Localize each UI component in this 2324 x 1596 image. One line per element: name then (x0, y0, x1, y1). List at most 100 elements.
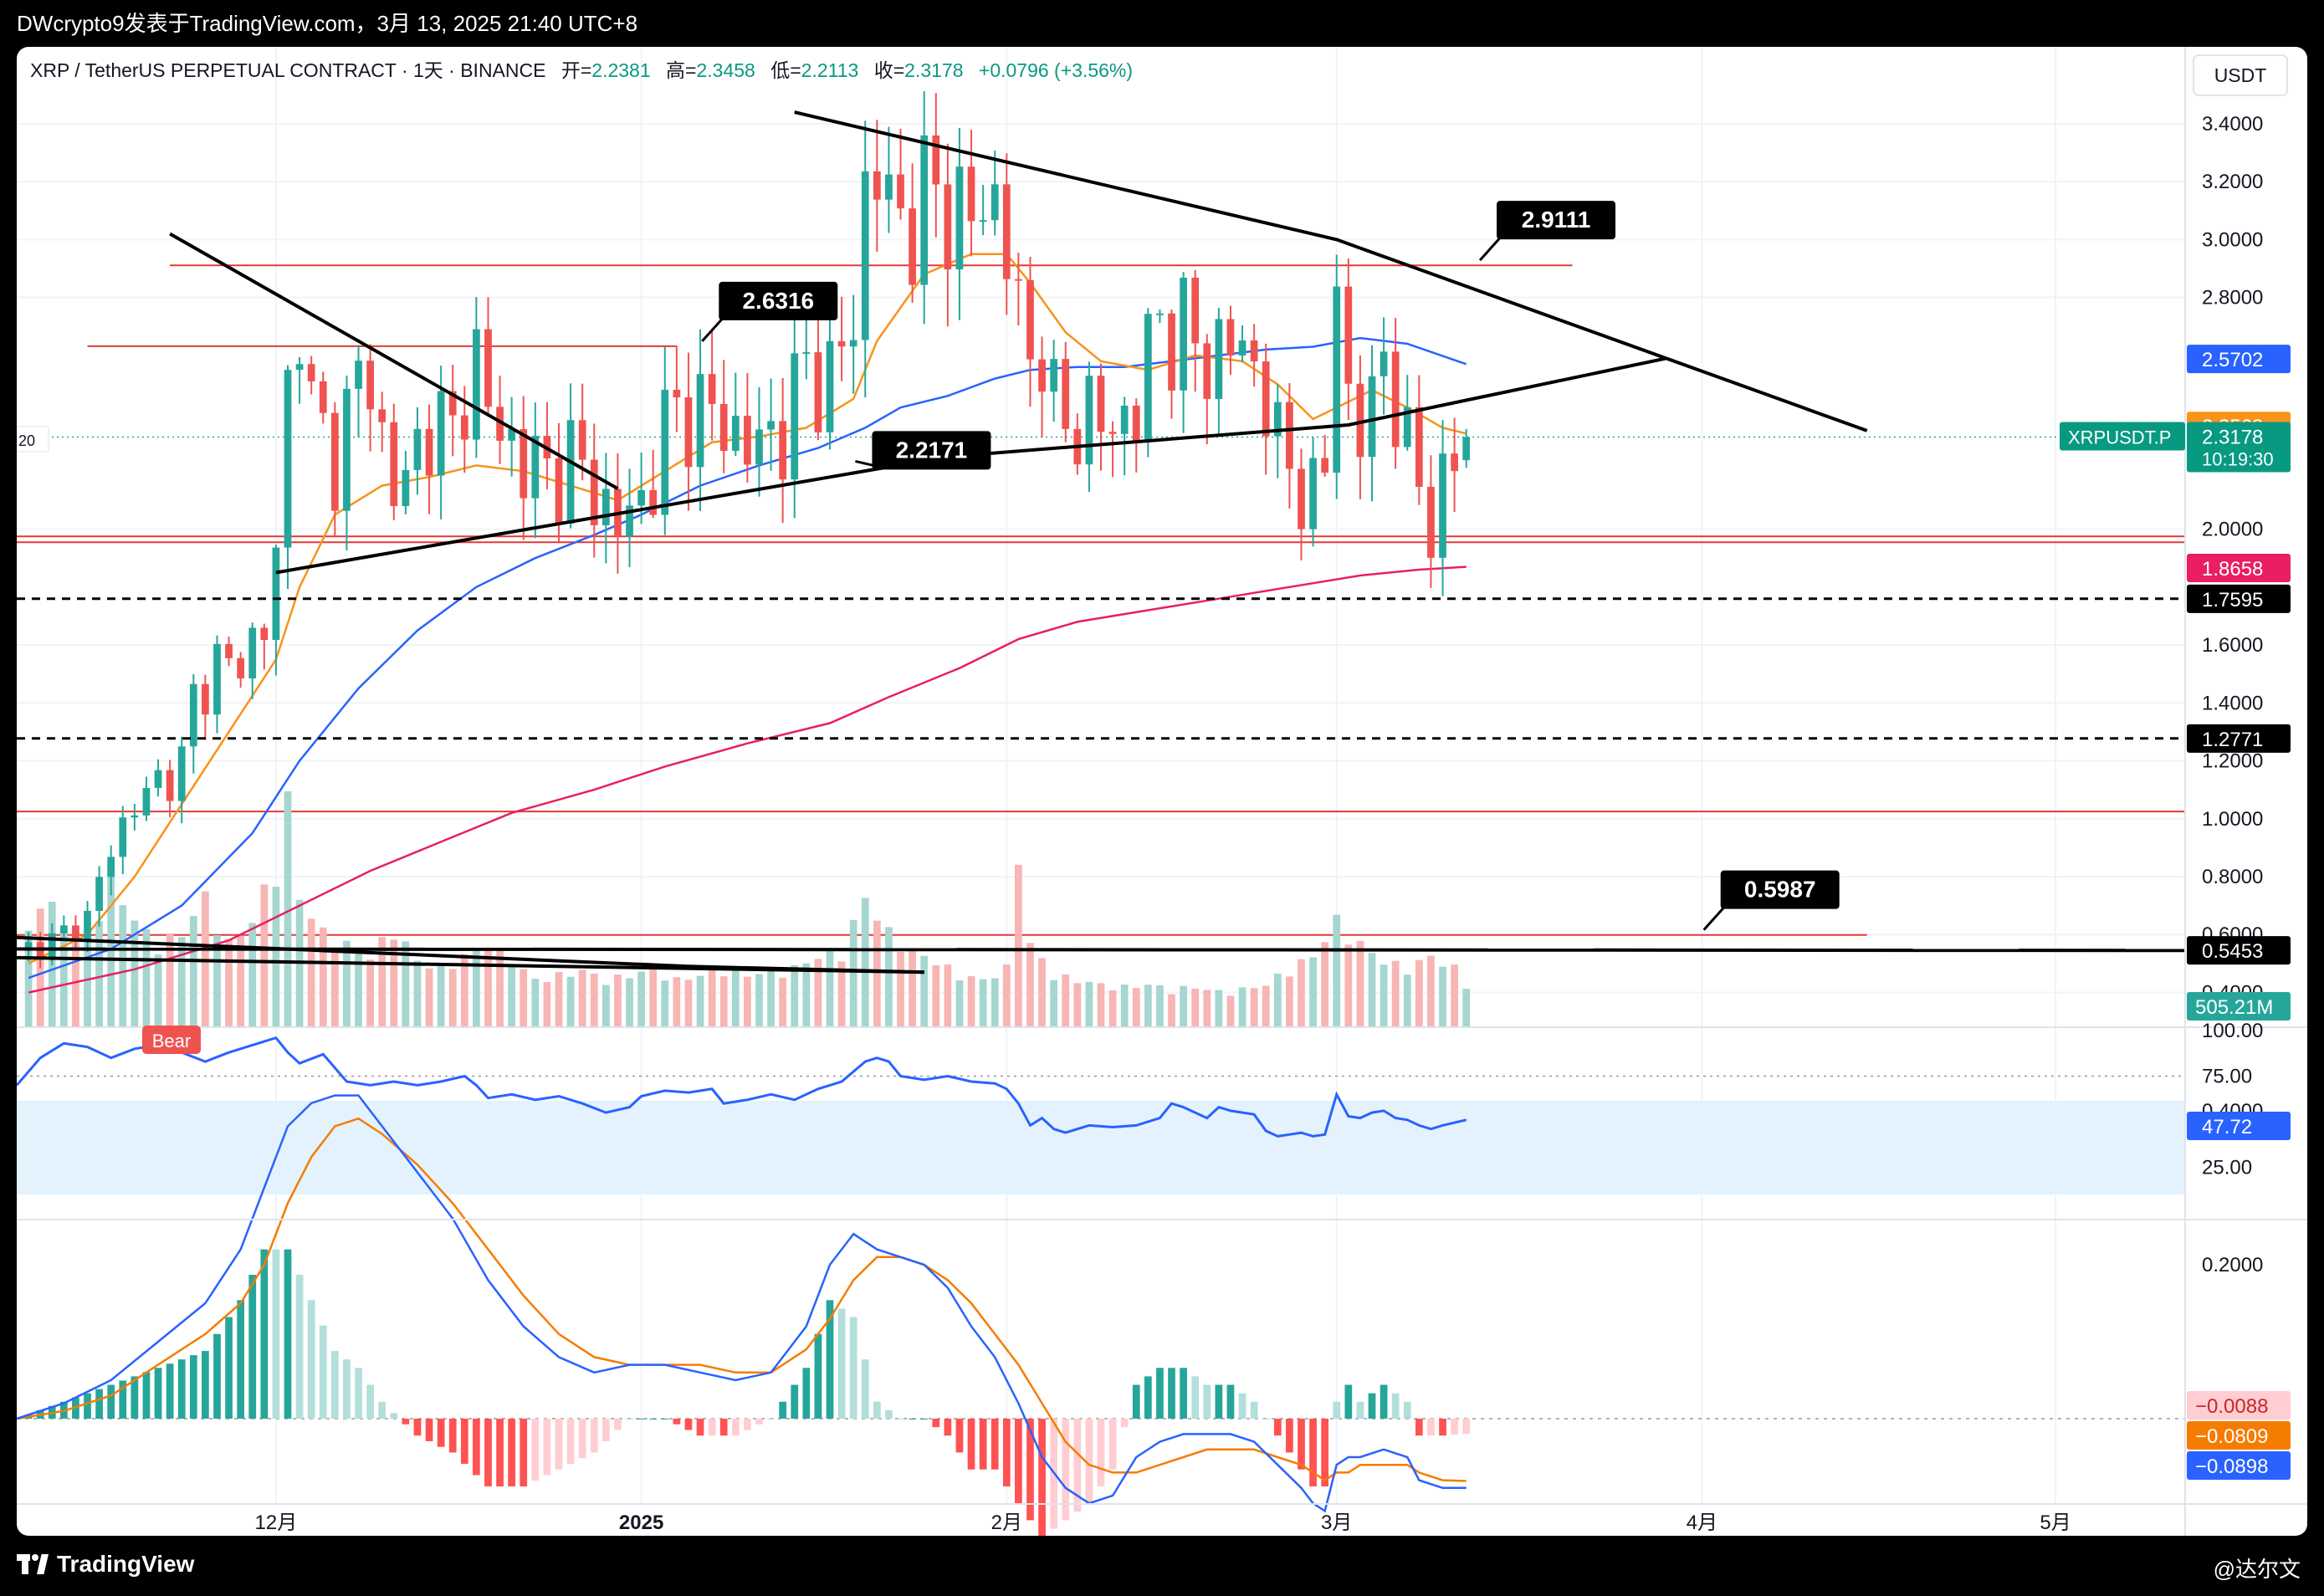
candle[interactable] (448, 364, 457, 457)
candle[interactable] (272, 545, 280, 676)
candle[interactable] (566, 383, 575, 529)
candle[interactable] (955, 127, 964, 320)
candle[interactable] (213, 635, 221, 734)
candle[interactable] (1286, 382, 1293, 509)
candle[interactable] (307, 356, 315, 395)
candle[interactable] (366, 344, 374, 452)
candle[interactable] (578, 383, 586, 481)
price-callout[interactable]: 2.6316 (701, 281, 838, 342)
candle[interactable] (719, 360, 728, 473)
candle[interactable] (284, 365, 292, 590)
candle[interactable] (1062, 341, 1070, 442)
price-chart[interactable]: 2.9111 2.6316 2.2171 0.5987 3.4000 3.2000 3.0… (17, 47, 2307, 1536)
candle[interactable] (861, 120, 869, 398)
candle[interactable] (601, 453, 610, 564)
candle[interactable] (1156, 309, 1164, 324)
candle[interactable] (1356, 355, 1364, 499)
candle[interactable] (1050, 340, 1058, 422)
candle[interactable] (1108, 421, 1117, 478)
candle[interactable] (59, 915, 68, 938)
candle[interactable] (791, 309, 799, 519)
candle[interactable] (555, 422, 563, 542)
trendline[interactable] (275, 356, 1667, 575)
candle[interactable] (295, 356, 304, 404)
candle[interactable] (767, 378, 775, 471)
candle[interactable] (932, 93, 940, 238)
candle[interactable] (673, 345, 681, 432)
candle[interactable] (991, 151, 999, 236)
candle[interactable] (425, 404, 433, 514)
candle[interactable] (897, 129, 904, 220)
candle[interactable] (131, 803, 139, 831)
currency-button[interactable] (2193, 54, 2288, 96)
candle[interactable] (1368, 345, 1376, 502)
candle[interactable] (1309, 437, 1317, 547)
candle[interactable] (920, 91, 929, 325)
candle[interactable] (1038, 336, 1046, 437)
candle[interactable] (814, 308, 822, 440)
candle[interactable] (402, 451, 410, 514)
candle[interactable] (378, 391, 386, 453)
candle[interactable] (473, 296, 480, 458)
candle[interactable] (413, 407, 422, 495)
candle[interactable] (343, 376, 351, 551)
candle[interactable] (684, 352, 693, 511)
candle[interactable] (1298, 448, 1305, 560)
candle[interactable] (237, 652, 245, 688)
candle[interactable] (696, 329, 704, 511)
candle[interactable] (484, 297, 492, 414)
price-axis[interactable]: 3.4000 3.2000 3.0000 2.8000 2.0000 1.6000 1.40… (2202, 113, 2263, 1276)
candle[interactable] (590, 423, 598, 558)
tradingview-brand[interactable]: TradingView (17, 1551, 194, 1578)
candle[interactable] (437, 366, 445, 519)
trendline[interactable] (794, 110, 1868, 432)
candle[interactable] (1238, 325, 1246, 362)
candle[interactable] (626, 468, 633, 568)
candle[interactable] (84, 901, 91, 953)
candle[interactable] (1427, 455, 1435, 588)
candle[interactable] (661, 346, 669, 535)
candle[interactable] (1002, 153, 1011, 315)
candle[interactable] (1085, 361, 1093, 493)
candle[interactable] (355, 345, 362, 437)
candle[interactable] (330, 402, 339, 537)
candle[interactable] (177, 736, 186, 824)
candle[interactable] (202, 674, 209, 740)
candle[interactable] (1215, 307, 1223, 435)
candle[interactable] (225, 637, 233, 667)
candle[interactable] (531, 402, 540, 539)
candle[interactable] (1144, 308, 1152, 458)
candle[interactable] (1462, 428, 1471, 468)
candle[interactable] (72, 915, 79, 948)
candle[interactable] (967, 130, 975, 257)
candle[interactable] (119, 806, 127, 875)
candle[interactable] (1180, 272, 1187, 433)
trendline[interactable] (17, 947, 2186, 953)
time-axis[interactable]: 12月 2025 2月 3月 4月 5月 (255, 1512, 2071, 1534)
candle[interactable] (1451, 417, 1458, 513)
chart-panel[interactable]: 2.9111 2.6316 2.2171 0.5987 3.4000 3.2000 3.0… (17, 47, 2307, 1536)
price-callout[interactable]: 0.5987 (1702, 870, 1840, 931)
candle[interactable] (873, 120, 881, 252)
candle[interactable] (1191, 269, 1200, 392)
candle[interactable] (107, 845, 115, 896)
candle[interactable] (508, 396, 516, 477)
price-callouts[interactable]: 2.9111 2.6316 2.2171 0.5987 (701, 201, 1840, 931)
candle[interactable] (944, 143, 952, 327)
candle[interactable] (1073, 413, 1082, 475)
candle[interactable] (731, 372, 740, 457)
candle[interactable] (826, 297, 834, 450)
candle[interactable] (1262, 343, 1270, 475)
candle[interactable] (166, 760, 174, 818)
candle[interactable] (1120, 396, 1129, 476)
candle[interactable] (520, 396, 528, 540)
candle[interactable] (1026, 257, 1034, 407)
candle[interactable] (1250, 324, 1258, 387)
candle[interactable] (837, 296, 846, 381)
candle[interactable] (1391, 318, 1400, 469)
candle[interactable] (1333, 254, 1341, 499)
candle[interactable] (1415, 375, 1423, 505)
trendlines[interactable] (17, 110, 2186, 974)
candle[interactable] (1226, 305, 1235, 375)
candle[interactable] (885, 126, 893, 233)
